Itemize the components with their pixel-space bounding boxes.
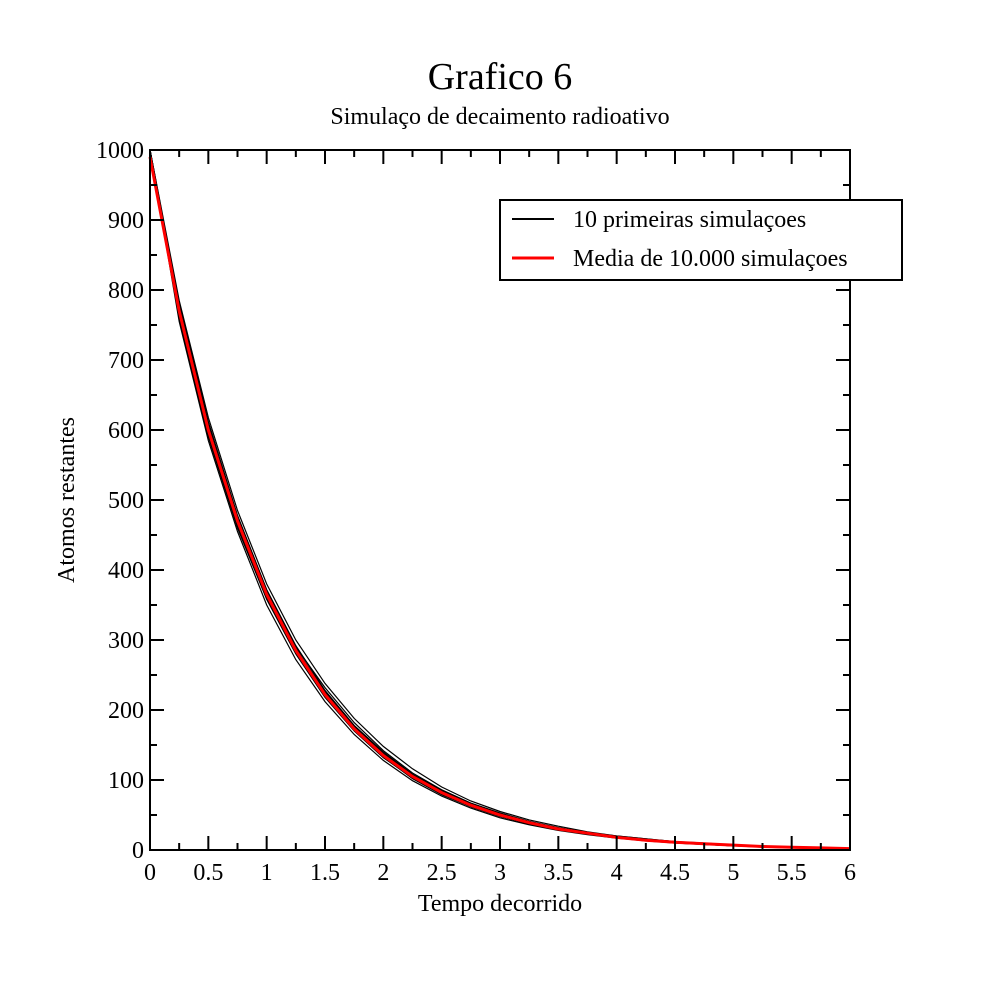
axis-ticks: 0 0.5 1 1.5 2 2.5 3 3.5 4 4.5 5 5.5 6 0 100 200 300 400 50… bbox=[96, 138, 856, 886]
legend-label-runs: 10 primeiras simulaçoes bbox=[573, 207, 806, 233]
y-tick-label: 1000 bbox=[96, 138, 144, 164]
x-tick-label: 4 bbox=[611, 860, 623, 886]
x-tick-label: 3.5 bbox=[543, 860, 573, 886]
x-tick-label: 4.5 bbox=[660, 860, 690, 886]
legend-label-mean: Media de 10.000 simulaçoes bbox=[573, 246, 848, 272]
chart-subtitle: Simulaço de decaimento radioativo bbox=[330, 104, 669, 130]
x-tick-label: 3 bbox=[494, 860, 506, 886]
x-tick-label: 1.5 bbox=[310, 860, 340, 886]
legend-box bbox=[499, 199, 903, 281]
chart-title: Grafico 6 bbox=[428, 56, 573, 98]
y-tick-label: 300 bbox=[108, 628, 144, 654]
x-tick-label: 1 bbox=[261, 860, 273, 886]
x-tick-label: 2.5 bbox=[427, 860, 457, 886]
y-tick-label: 900 bbox=[108, 208, 144, 234]
y-tick-label: 100 bbox=[108, 768, 144, 794]
y-tick-label: 700 bbox=[108, 348, 144, 374]
y-tick-label: 0 bbox=[132, 838, 144, 864]
y-tick-label: 800 bbox=[108, 278, 144, 304]
y-axis-label: Atomos restantes bbox=[54, 417, 80, 583]
x-tick-label: 5.5 bbox=[777, 860, 807, 886]
legend: 10 primeiras simulaçoes Media de 10.000 … bbox=[499, 199, 903, 281]
x-tick-label: 5 bbox=[727, 860, 739, 886]
x-tick-label: 6 bbox=[844, 860, 856, 886]
y-tick-label: 500 bbox=[108, 488, 144, 514]
x-axis-label: Tempo decorrido bbox=[418, 891, 582, 917]
y-tick-label: 400 bbox=[108, 558, 144, 584]
x-tick-label: 0 bbox=[144, 860, 156, 886]
y-tick-label: 600 bbox=[108, 418, 144, 444]
x-tick-label: 2 bbox=[377, 860, 389, 886]
plot-frame bbox=[149, 149, 851, 851]
y-tick-label: 200 bbox=[108, 698, 144, 724]
x-tick-label: 0.5 bbox=[193, 860, 223, 886]
